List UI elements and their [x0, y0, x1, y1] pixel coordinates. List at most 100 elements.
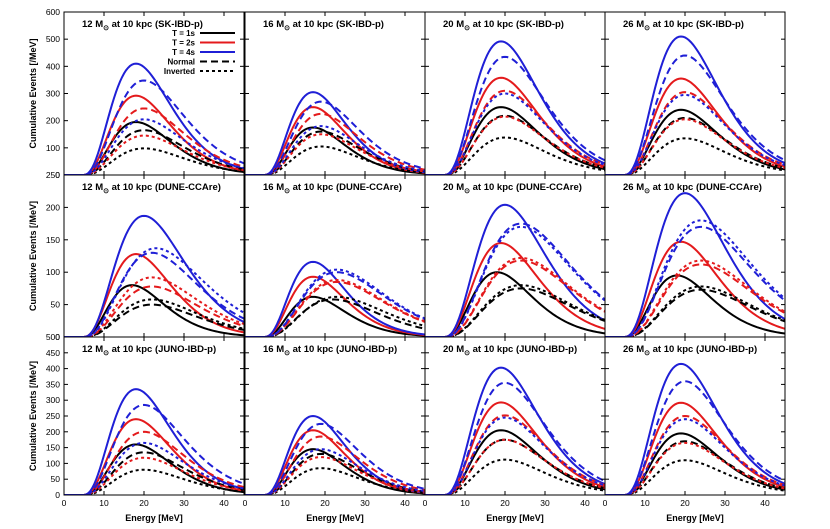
series-line-2s-inverted — [425, 438, 605, 495]
plot-frame — [424, 174, 606, 338]
x-tick-label: 20 — [500, 498, 510, 508]
x-tick-label: 20 — [139, 498, 149, 508]
y-tick-label: 100 — [46, 143, 60, 153]
x-axis-title: Energy [MeV] — [125, 513, 183, 523]
series-line-4s-normal — [605, 380, 785, 495]
panel-title: 16 M⊙ at 10 kpc (DUNE-CCAre) — [263, 182, 402, 195]
series-line-4s-normal — [425, 381, 605, 495]
y-tick-label: 250 — [46, 170, 60, 180]
panel-title: 20 M⊙ at 10 kpc (SK-IBD-p) — [443, 19, 564, 32]
series-line-4s-normal — [64, 79, 244, 175]
series-group — [64, 214, 244, 337]
x-axis-title: Energy [MeV] — [666, 513, 724, 523]
series-line-1s-normal — [245, 298, 425, 337]
x-tick-label: 10 — [280, 498, 290, 508]
y-tick-label: 500 — [46, 332, 60, 342]
series-line-4s-none — [425, 40, 605, 175]
panel-2-0: 0 10 20 30 400501001502002503003504004505001… — [46, 332, 245, 508]
series-line-1s-none — [245, 126, 425, 175]
panel-1-3: 26 M⊙ at 10 kpc (DUNE-CCAre) — [604, 174, 786, 338]
series-line-1s-normal — [605, 288, 785, 337]
legend-label: Inverted — [164, 67, 195, 76]
series-line-2s-normal — [605, 263, 785, 337]
series-line-4s-normal — [425, 55, 605, 175]
series-line-4s-inverted — [425, 416, 605, 495]
panel-0-0: 0 100 200 300 400 500 600 12 M⊙ at 10 kpc (SK-I… — [46, 7, 245, 180]
series-line-4s-inverted — [605, 219, 785, 337]
series-line-4s-inverted — [425, 225, 605, 337]
series-group — [425, 203, 605, 337]
series-line-2s-normal — [425, 89, 605, 175]
panel-0-1: 16 M⊙ at 10 kpc (SK-IBD-p) — [244, 11, 426, 176]
series-line-4s-none — [605, 362, 785, 495]
series-line-4s-inverted — [605, 93, 785, 175]
series-line-4s-inverted — [245, 268, 425, 337]
x-tick-label: 10 — [99, 498, 109, 508]
series-line-1s-none — [245, 295, 425, 337]
series-line-2s-inverted — [605, 441, 785, 495]
y-tick-label: 200 — [46, 116, 60, 126]
x-tick-label: 40 — [580, 498, 590, 508]
panel-2-3: 0 10 20 30 40 26 M⊙ at 10 kpc (JUNO-IBD-p) — [603, 336, 786, 508]
series-group — [425, 40, 605, 175]
series-group — [245, 91, 425, 175]
panel-title: 16 M⊙ at 10 kpc (JUNO-IBD-p) — [263, 344, 397, 357]
legend-label: Normal — [167, 58, 195, 67]
series-line-2s-inverted — [605, 118, 785, 175]
series-line-2s-inverted — [425, 256, 605, 337]
plot-frame — [244, 336, 426, 496]
series-line-2s-normal — [245, 112, 425, 175]
panel-1-0: 0 50 100 150 200 250 12 M⊙ at 10 kpc (DUNE-CCA… — [46, 170, 245, 342]
panel-title: 26 M⊙ at 10 kpc (DUNE-CCAre) — [623, 182, 762, 195]
series-line-2s-inverted — [64, 276, 244, 337]
plot-frame — [244, 174, 426, 338]
series-group — [425, 366, 605, 495]
panel-title: 26 M⊙ at 10 kpc (JUNO-IBD-p) — [623, 344, 757, 357]
panel-1-1: 16 M⊙ at 10 kpc (DUNE-CCAre) — [244, 174, 426, 338]
series-group — [605, 35, 785, 175]
series-line-2s-normal — [64, 285, 244, 337]
x-tick-label: 0 — [423, 498, 428, 508]
x-tick-label: 0 — [62, 498, 67, 508]
x-tick-label: 40 — [400, 498, 410, 508]
x-axis-title: Energy [MeV] — [306, 513, 364, 523]
series-line-1s-inverted — [605, 137, 785, 175]
y-tick-label: 500 — [46, 34, 60, 44]
series-line-4s-none — [64, 214, 244, 337]
series-line-4s-none — [605, 35, 785, 175]
x-tick-label: 30 — [720, 498, 730, 508]
series-line-1s-none — [605, 274, 785, 337]
series-line-4s-none — [245, 414, 425, 495]
series-line-2s-normal — [64, 430, 244, 495]
panel-title: 26 M⊙ at 10 kpc (SK-IBD-p) — [623, 19, 744, 32]
series-line-1s-normal — [64, 303, 244, 337]
x-tick-label: 40 — [219, 498, 229, 508]
x-tick-label: 20 — [320, 498, 330, 508]
series-line-4s-normal — [64, 403, 244, 495]
panel-title: 12 M⊙ at 10 kpc (JUNO-IBD-p) — [82, 344, 216, 357]
series-line-4s-normal — [605, 225, 785, 337]
series-line-1s-normal — [425, 114, 605, 175]
y-tick-label: 400 — [46, 61, 60, 71]
y-tick-label: 0 — [55, 170, 60, 180]
series-line-1s-inverted — [425, 136, 605, 175]
panel-2-2: 0 10 20 30 40 20 M⊙ at 10 kpc (JUNO-IBD-p) — [423, 336, 606, 508]
y-axis-title: Cumulative Events [/MeV] — [28, 201, 38, 311]
series-line-1s-normal — [605, 116, 785, 175]
series-group — [245, 414, 425, 495]
series-line-4s-normal — [245, 100, 425, 175]
x-tick-label: 0 — [243, 498, 248, 508]
y-axis-title: Cumulative Events [/MeV] — [28, 38, 38, 148]
series-line-2s-normal — [64, 107, 244, 175]
series-line-4s-none — [245, 91, 425, 175]
series-line-1s-none — [64, 443, 244, 495]
series-line-4s-none — [245, 260, 425, 337]
series-group — [64, 388, 244, 495]
y-tick-label: 300 — [46, 89, 60, 99]
legend-label: T = 4s — [172, 48, 195, 57]
y-tick-label: 150 — [46, 443, 60, 453]
panel-1-2: 20 M⊙ at 10 kpc (DUNE-CCAre) — [424, 174, 606, 338]
panel-title: 20 M⊙ at 10 kpc (JUNO-IBD-p) — [443, 344, 577, 357]
panel-0-3: 26 M⊙ at 10 kpc (SK-IBD-p) — [604, 11, 786, 176]
y-tick-label: 600 — [46, 7, 60, 17]
